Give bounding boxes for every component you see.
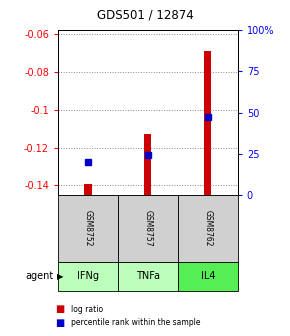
Text: IFNg: IFNg: [77, 271, 99, 281]
Text: GSM8752: GSM8752: [84, 210, 93, 247]
Bar: [144, 134, 151, 195]
Bar: [84, 184, 92, 195]
Text: GSM8757: GSM8757: [143, 210, 153, 247]
Bar: [204, 51, 211, 195]
Text: ■: ■: [55, 304, 64, 314]
Text: TNFa: TNFa: [136, 271, 160, 281]
Text: GDS501 / 12874: GDS501 / 12874: [97, 9, 193, 22]
Text: ▶: ▶: [57, 272, 64, 281]
Text: percentile rank within the sample: percentile rank within the sample: [71, 318, 201, 327]
Text: GSM8762: GSM8762: [203, 210, 212, 247]
Text: log ratio: log ratio: [71, 305, 103, 313]
Text: agent: agent: [26, 271, 54, 281]
Text: ■: ■: [55, 318, 64, 328]
Text: IL4: IL4: [201, 271, 215, 281]
